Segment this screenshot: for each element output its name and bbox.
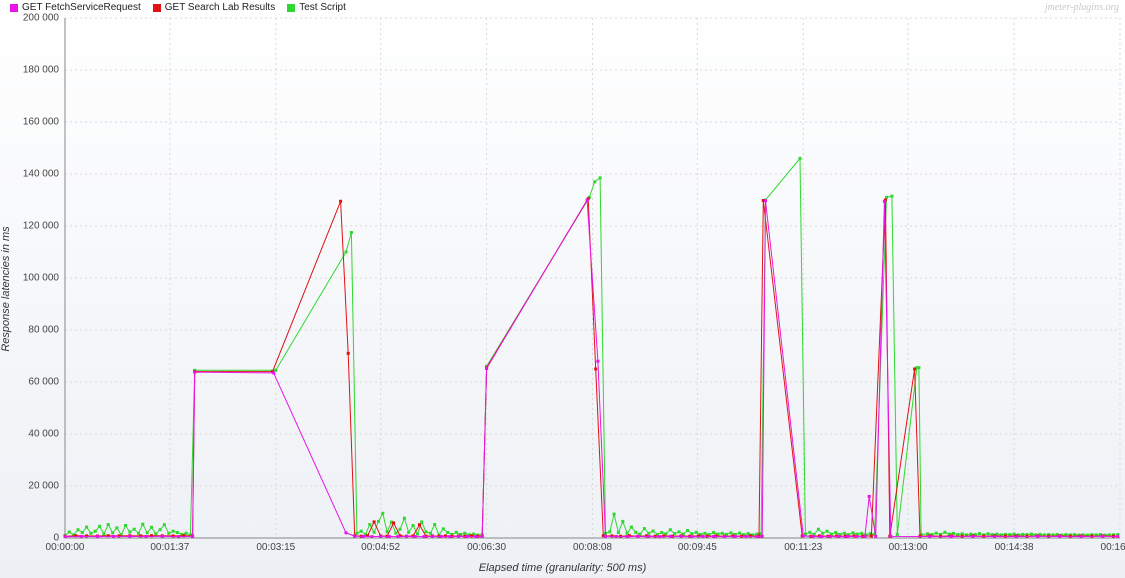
chart-container: jmeter-plugins.org GET FetchServiceReque… — [0, 0, 1125, 578]
chart-plot — [0, 0, 1125, 578]
